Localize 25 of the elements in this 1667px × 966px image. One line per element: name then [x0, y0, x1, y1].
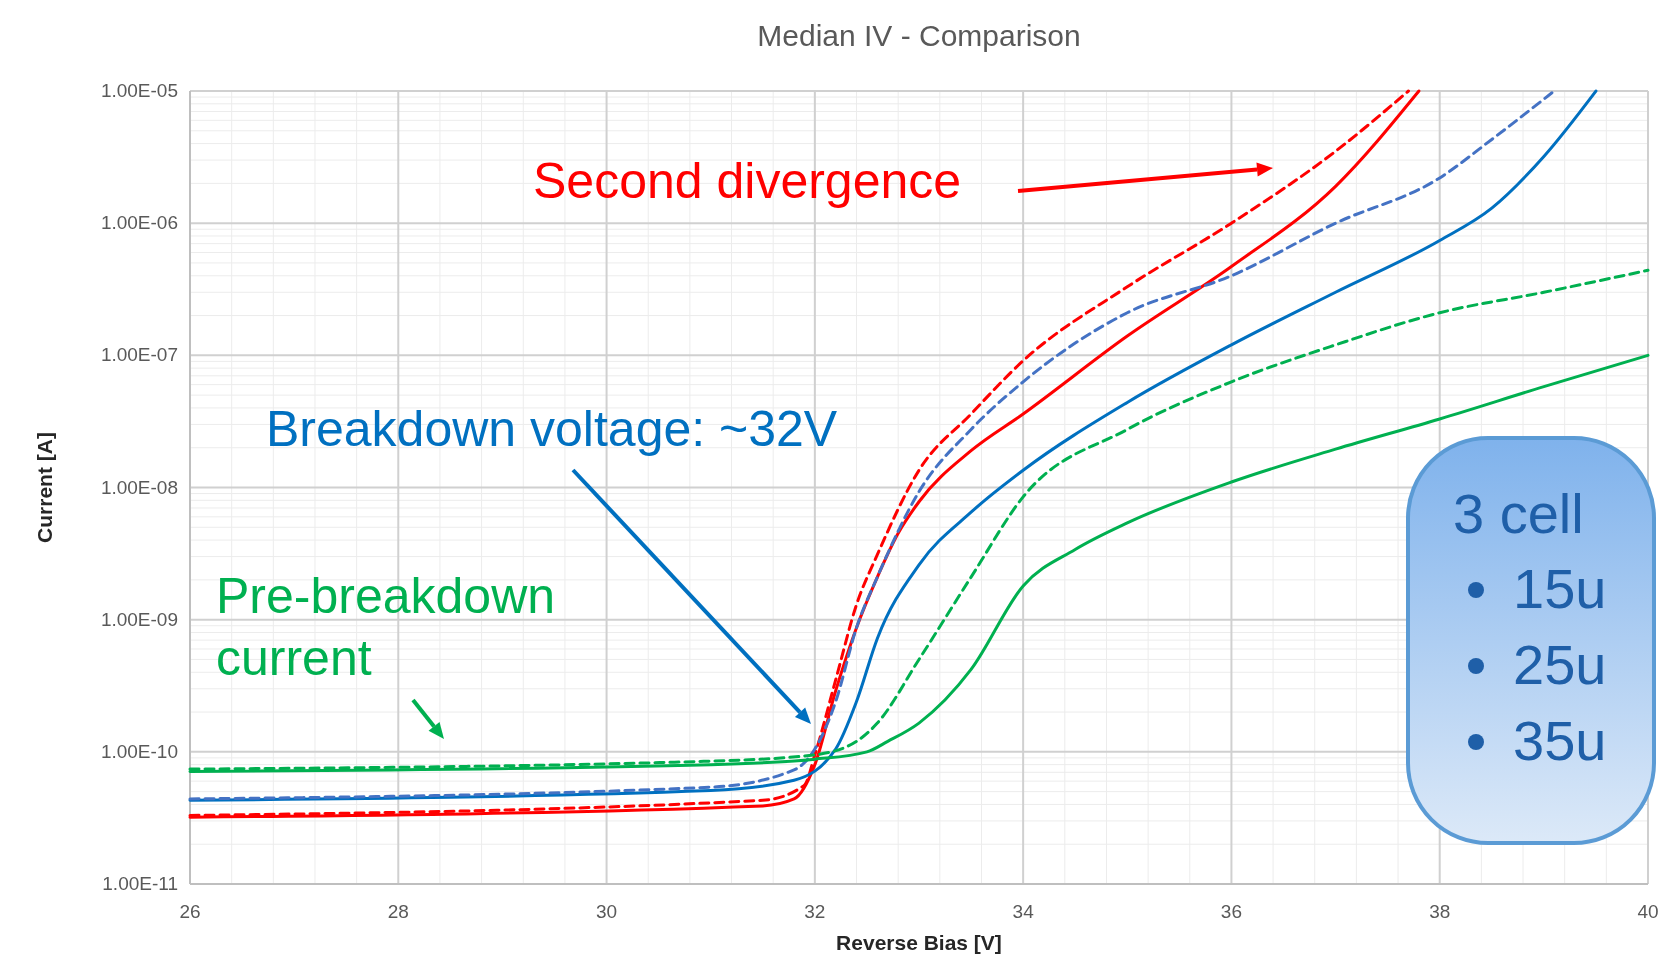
annotation: 15u — [1513, 557, 1607, 620]
x-tick-label: 28 — [387, 901, 409, 922]
x-tick-label: 32 — [804, 901, 826, 922]
annotation: Second divergence — [533, 153, 962, 209]
annotation: Breakdown voltage: ~32V — [266, 401, 838, 457]
y-tick-label: 1.00E-08 — [100, 476, 178, 498]
annotation: 25u — [1513, 633, 1607, 696]
y-tick-label: 1.00E-09 — [100, 608, 178, 630]
annotation: 3 cell — [1453, 482, 1584, 545]
x-tick-label: 36 — [1220, 901, 1242, 922]
y-tick-label: 1.00E-06 — [100, 212, 178, 234]
y-tick-label: 1.00E-10 — [100, 740, 178, 762]
x-tick-label: 40 — [1637, 901, 1659, 922]
y-tick-label: 1.00E-05 — [100, 80, 178, 101]
x-tick-label: 30 — [596, 901, 618, 922]
annotation: 35u — [1513, 709, 1607, 772]
x-tick-label: 26 — [179, 901, 201, 922]
x-tick-label: 38 — [1429, 901, 1451, 922]
annotation: Pre-breakdown current — [216, 568, 556, 686]
y-tick-label: 1.00E-11 — [102, 873, 178, 894]
x-axis-title: Reverse Bias [V] — [836, 931, 1002, 954]
y-tick-label: 1.00E-07 — [100, 344, 178, 366]
chart-title: Median IV - Comparison — [757, 19, 1081, 52]
x-tick-label: 34 — [1012, 901, 1035, 922]
y-axis-title: Current [A] — [33, 432, 56, 543]
